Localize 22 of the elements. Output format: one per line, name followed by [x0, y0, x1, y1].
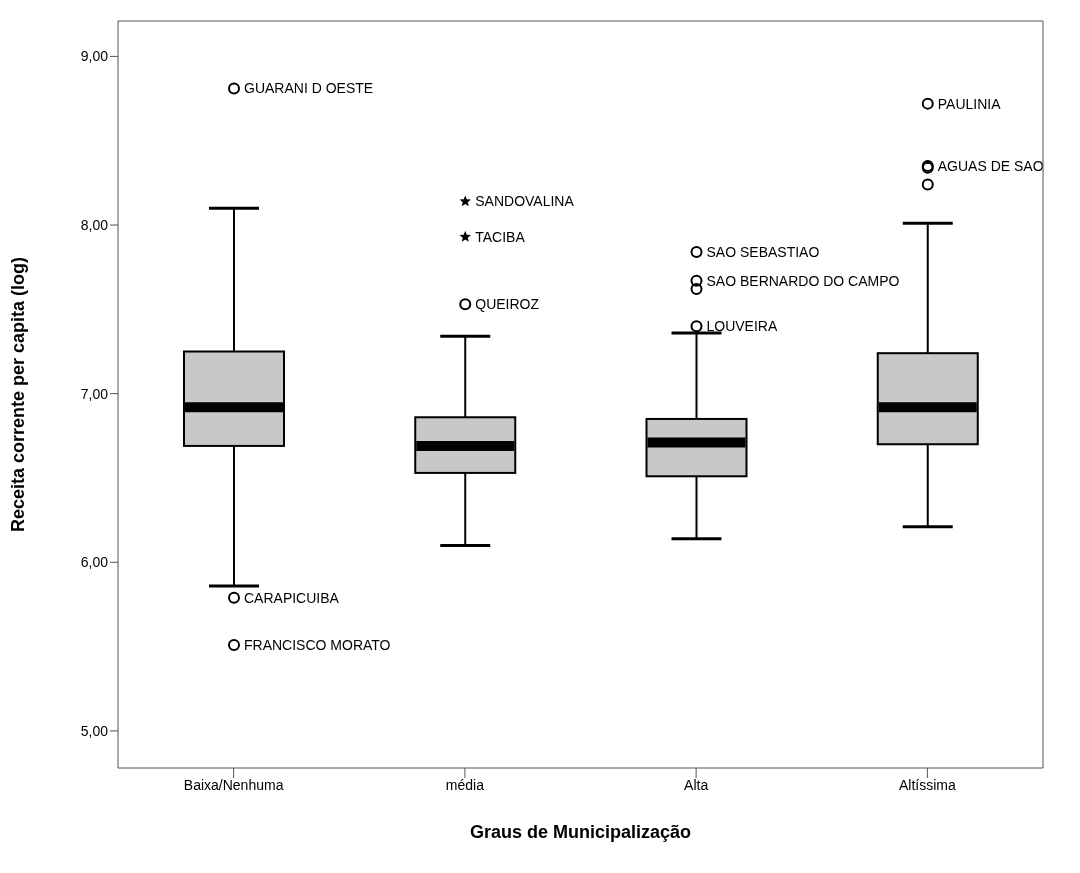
x-tick-label: Baixa/Nenhuma: [183, 776, 284, 793]
y-tick-label: 8,00: [80, 217, 109, 233]
x-tick-label: média: [445, 776, 485, 793]
annotation: GUARANI D OESTE: [244, 80, 374, 97]
y-tick-label: 9,00: [80, 48, 109, 65]
annotation: PAULINIA: [937, 95, 1002, 112]
annotation: FRANCISCO MORATO: [244, 636, 391, 653]
y-axis-title: Receita corrente per capita (log): [8, 256, 29, 533]
annotation: TACIBA: [475, 228, 526, 245]
y-tick-label: 7,00: [80, 385, 109, 402]
annotation: AGUAS DE SAO: [937, 158, 1044, 175]
x-tick-label: Altíssima: [898, 776, 956, 793]
y-tick-label: 6,00: [80, 554, 109, 571]
x-axis-title: Graus de Municipalização: [469, 822, 692, 842]
y-tick-label: 5,00: [80, 722, 109, 739]
annotation: LOUVEIRA: [706, 318, 778, 335]
annotation: QUEIROZ: [475, 296, 540, 313]
annotation: SAO BERNARDO DO CAMPO: [706, 272, 900, 289]
annotation: SANDOVALINA: [475, 193, 575, 210]
annotation: SAO SEBASTIAO: [706, 244, 820, 261]
x-tick-label: Alta: [684, 776, 709, 793]
annotation: CARAPICUIBA: [244, 589, 340, 606]
